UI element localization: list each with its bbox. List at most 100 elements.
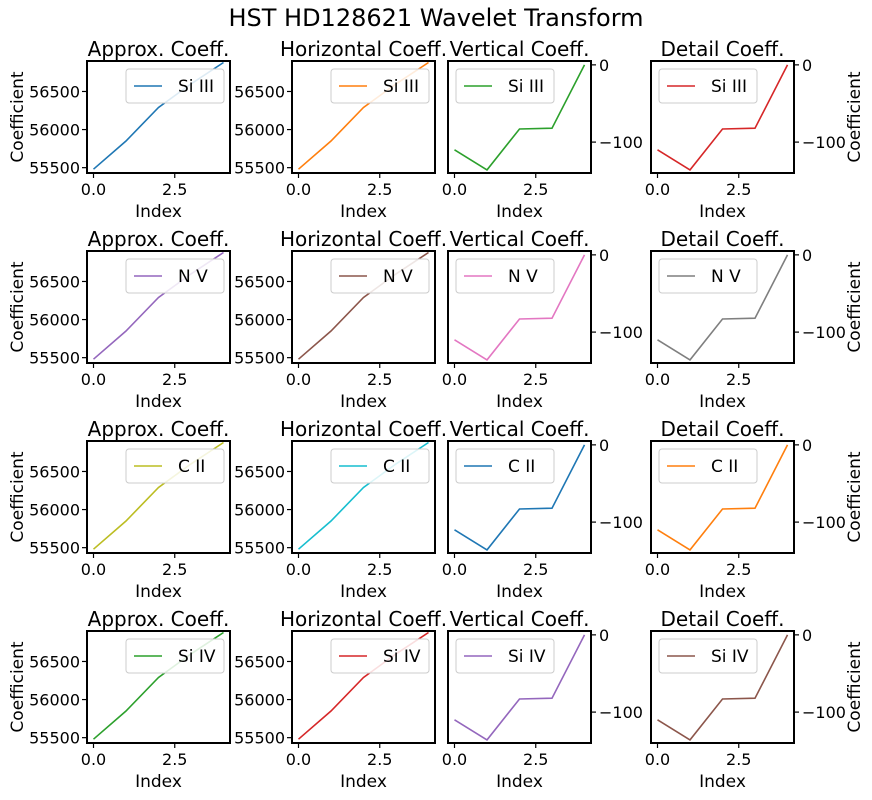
y-tick-label: 0 bbox=[802, 626, 812, 645]
x-tick-label: 0.0 bbox=[645, 370, 670, 389]
y-tick-label: 56500 bbox=[234, 462, 285, 481]
legend: C II bbox=[330, 448, 430, 484]
y-tick-label: −100 bbox=[802, 703, 846, 722]
x-tick-label: 2.5 bbox=[162, 560, 187, 579]
subplot: Horizontal Coeff. 0.0 2.5 55500 56000 56500 In… bbox=[234, 417, 447, 602]
subplot: Detail Coeff. 0.0 2.5 −100 0 Index Coefficient… bbox=[645, 37, 865, 222]
axes-frame bbox=[291, 630, 436, 744]
y-axis-label: Coefficient bbox=[8, 641, 28, 732]
legend: N V bbox=[125, 258, 225, 294]
y-tick-label: 56000 bbox=[234, 311, 285, 330]
x-axis-label: Index bbox=[496, 582, 543, 602]
x-axis-label: Index bbox=[135, 772, 182, 792]
legend-box bbox=[125, 638, 225, 674]
legend: Si III bbox=[455, 68, 555, 104]
y-tick-label: 56500 bbox=[29, 82, 80, 101]
x-tick-label: 0.0 bbox=[645, 560, 670, 579]
subplot-title: Vertical Coeff. bbox=[450, 607, 590, 631]
x-tick-label: 0.0 bbox=[81, 750, 106, 769]
y-axis-label: Coefficient bbox=[8, 261, 28, 352]
legend: C II bbox=[658, 448, 758, 484]
x-tick-label: 2.5 bbox=[367, 370, 392, 389]
legend: N V bbox=[658, 258, 758, 294]
series-line bbox=[657, 64, 789, 171]
legend-box bbox=[330, 68, 430, 104]
y-tick-label: 55500 bbox=[234, 349, 285, 368]
x-tick-label: 0.0 bbox=[645, 180, 670, 199]
x-tick-label: 2.5 bbox=[367, 560, 392, 579]
legend-label: C II bbox=[383, 457, 410, 477]
y-axis-label: Coefficient bbox=[8, 71, 28, 162]
y-tick-label: 56000 bbox=[29, 121, 80, 140]
x-tick-label: 2.5 bbox=[162, 370, 187, 389]
legend-box bbox=[125, 258, 225, 294]
x-tick-label: 2.5 bbox=[523, 560, 548, 579]
y-axis-label: Coefficient bbox=[845, 641, 865, 732]
y-tick-label: 56500 bbox=[29, 462, 80, 481]
subplot-title: Detail Coeff. bbox=[661, 37, 785, 61]
axes-frame bbox=[86, 440, 231, 554]
y-tick-label: 55500 bbox=[234, 729, 285, 748]
y-tick-label: 55500 bbox=[29, 729, 80, 748]
series-line bbox=[454, 64, 586, 171]
x-axis-label: Index bbox=[496, 772, 543, 792]
subplot-title: Detail Coeff. bbox=[661, 607, 785, 631]
legend-label: Si III bbox=[178, 77, 214, 97]
legend-box bbox=[330, 258, 430, 294]
series-line bbox=[657, 254, 789, 361]
x-tick-label: 2.5 bbox=[523, 370, 548, 389]
x-tick-label: 2.5 bbox=[726, 560, 751, 579]
series-line bbox=[454, 254, 586, 361]
x-tick-label: 0.0 bbox=[81, 560, 106, 579]
series-line bbox=[657, 444, 789, 551]
series-line bbox=[454, 444, 586, 551]
axes-frame bbox=[650, 250, 795, 364]
subplot: Approx. Coeff. 0.0 2.5 55500 56000 56500 Index… bbox=[8, 607, 231, 792]
legend: C II bbox=[125, 448, 225, 484]
subplot: Horizontal Coeff. 0.0 2.5 55500 56000 56500 In… bbox=[234, 607, 447, 792]
x-tick-label: 2.5 bbox=[162, 750, 187, 769]
legend-label: Si III bbox=[383, 77, 419, 97]
y-tick-label: 0 bbox=[802, 436, 812, 455]
legend-label: N V bbox=[711, 267, 741, 287]
legend: Si III bbox=[658, 68, 758, 104]
axes-frame bbox=[650, 440, 795, 554]
y-axis-label: Coefficient bbox=[845, 71, 865, 162]
legend-label: Si III bbox=[508, 77, 544, 97]
legend-box bbox=[125, 448, 225, 484]
y-axis-label: Coefficient bbox=[845, 451, 865, 542]
y-tick-label: −100 bbox=[599, 513, 643, 532]
legend-label: Si IV bbox=[508, 647, 546, 667]
x-axis-label: Index bbox=[135, 392, 182, 412]
subplot: Detail Coeff. 0.0 2.5 −100 0 Index Coefficient… bbox=[645, 227, 865, 412]
y-axis-label: Coefficient bbox=[845, 261, 865, 352]
legend: N V bbox=[330, 258, 430, 294]
x-axis-label: Index bbox=[340, 392, 387, 412]
series-line bbox=[454, 634, 586, 741]
y-tick-label: −100 bbox=[802, 323, 846, 342]
subplot: Horizontal Coeff. 0.0 2.5 55500 56000 56500 In… bbox=[234, 227, 447, 412]
x-tick-label: 2.5 bbox=[162, 180, 187, 199]
legend-box bbox=[658, 638, 758, 674]
subplot-title: Vertical Coeff. bbox=[450, 227, 590, 251]
axes-frame bbox=[650, 630, 795, 744]
subplot: Vertical Coeff. 0.0 2.5 −100 0 Index N V bbox=[442, 227, 643, 412]
y-tick-label: 56000 bbox=[234, 121, 285, 140]
legend-box bbox=[330, 448, 430, 484]
series-line bbox=[657, 634, 789, 741]
subplot: Approx. Coeff. 0.0 2.5 55500 56000 56500 Index… bbox=[8, 417, 231, 602]
x-axis-label: Index bbox=[135, 582, 182, 602]
subplot-title: Horizontal Coeff. bbox=[280, 227, 447, 251]
legend-box bbox=[455, 68, 555, 104]
axes-frame bbox=[650, 60, 795, 174]
legend: Si IV bbox=[658, 638, 758, 674]
y-tick-label: 56000 bbox=[29, 691, 80, 710]
x-tick-label: 0.0 bbox=[442, 180, 467, 199]
legend-label: N V bbox=[178, 267, 208, 287]
y-tick-label: 0 bbox=[599, 56, 609, 75]
axes-frame bbox=[447, 630, 592, 744]
x-axis-label: Index bbox=[496, 392, 543, 412]
subplot: Detail Coeff. 0.0 2.5 −100 0 Index Coefficient… bbox=[645, 417, 865, 602]
legend-box bbox=[658, 68, 758, 104]
